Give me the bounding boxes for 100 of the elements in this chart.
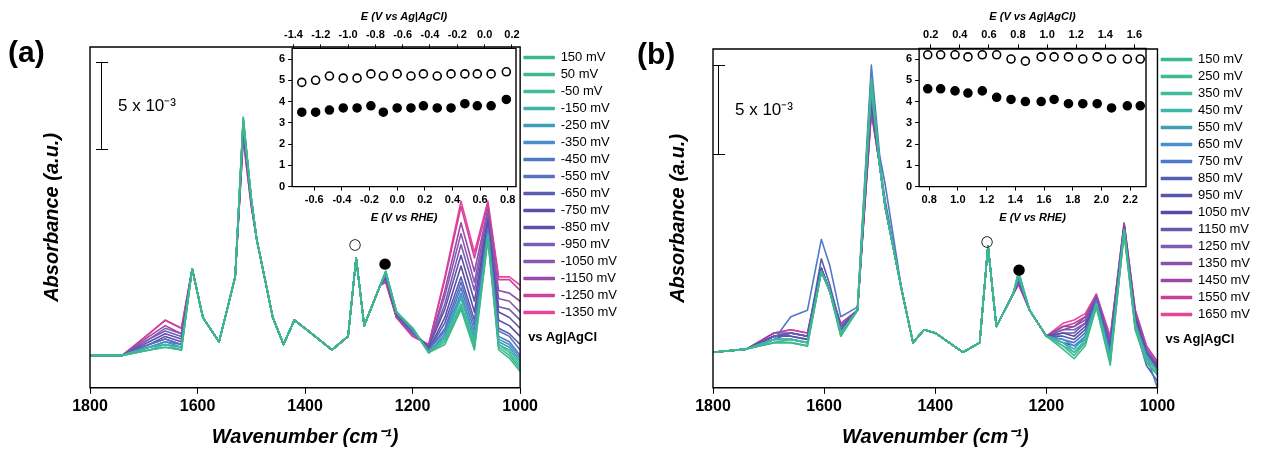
legend-label: 1250 mV — [1197, 238, 1251, 254]
legend-label: 850 mV — [1197, 170, 1244, 186]
x2-tick-label: -1.2 — [311, 27, 331, 40]
x-tick-label: 1.4 — [1007, 193, 1024, 206]
x2-tick-label: -0.6 — [393, 27, 413, 40]
x-axis-title: E (V vs RHE) — [999, 211, 1067, 224]
legend-label: -950 mV — [560, 236, 611, 252]
x2-tick-label: 0.8 — [1010, 27, 1026, 40]
x-tick-label: 2.0 — [1093, 193, 1110, 206]
y-tick-label: 4 — [905, 94, 913, 107]
x-tick-label: 0.8 — [500, 193, 516, 206]
legend-label: -450 mV — [560, 151, 611, 167]
y-tick-label: 0 — [278, 179, 286, 192]
legend-label: 1450 mV — [1197, 272, 1251, 288]
x2-axis-title: E (V vs Ag|AgCl) — [989, 9, 1077, 22]
legend-label: -1250 mV — [560, 287, 618, 303]
y-tick-label: 2 — [278, 137, 286, 150]
x-tick-label: 1000 — [1139, 396, 1176, 414]
x-tick-label: 2.2 — [1122, 193, 1138, 206]
x2-tick-label: -1.4 — [284, 27, 304, 40]
legend-label: 650 mV — [1197, 136, 1244, 152]
x2-tick-label: 0.2 — [504, 27, 520, 40]
x2-axis-title: E (V vs Ag|AgCl) — [360, 9, 448, 22]
x-tick-label: 1800 — [695, 396, 731, 414]
y-tick-label: 4 — [278, 94, 286, 107]
legend-label: 350 mV — [1197, 85, 1244, 101]
x-tick-label: 1.6 — [1036, 193, 1052, 206]
legend-label: -1150 mV — [560, 270, 617, 286]
x-tick-label: 1000 — [502, 396, 539, 414]
x-tick-label: 1.0 — [950, 193, 966, 206]
x-axis-title: Wavenumber (cm⁻¹) — [211, 424, 399, 447]
legend-label: -1050 mV — [560, 253, 618, 269]
legend-title: vs Ag|AgCl — [1165, 331, 1235, 347]
y-tick-label: 5 — [278, 73, 286, 86]
legend-label: -650 mV — [560, 185, 611, 201]
x-tick-label: -0.4 — [332, 193, 353, 206]
legend-label: -250 mV — [560, 117, 611, 133]
x2-tick-label: 1.0 — [1039, 27, 1055, 40]
x-tick-label: 1800 — [72, 396, 108, 414]
y-tick-label: 6 — [278, 52, 286, 65]
x-tick-label: 0.4 — [444, 193, 461, 206]
legend-label: -150 mV — [560, 100, 611, 116]
legend-title: vs Ag|AgCl — [528, 329, 598, 345]
x-tick-label: 0.2 — [417, 193, 433, 206]
annotation: ● — [378, 253, 392, 272]
legend-label: -550 mV — [560, 168, 611, 184]
legend-label: -850 mV — [560, 219, 611, 235]
x2-tick-label: 0.0 — [476, 27, 493, 40]
x-tick-label: 1400 — [287, 396, 323, 414]
x2-tick-label: 0.2 — [923, 27, 939, 40]
legend-label: 150 mV — [560, 49, 606, 65]
legend-label: -750 mV — [560, 202, 611, 218]
x2-tick-label: 0.6 — [981, 27, 997, 40]
x2-tick-label: -1.0 — [338, 27, 358, 40]
legend-label: 1050 mV — [1197, 204, 1251, 220]
y-axis-title: Absorbance (a.u.) — [39, 132, 62, 303]
x-tick-label: 1600 — [179, 396, 216, 414]
x2-tick-label: -0.4 — [420, 27, 441, 40]
x-tick-label: 1200 — [394, 396, 431, 414]
x-tick-label: 1600 — [806, 396, 843, 414]
legend-label: 1550 mV — [1197, 289, 1251, 305]
x-tick-label: -0.6 — [304, 193, 324, 206]
x-tick-label: 0.0 — [389, 193, 405, 206]
x2-tick-label: 1.6 — [1126, 27, 1143, 40]
x2-tick-label: 1.4 — [1097, 27, 1114, 40]
legend-label: 250 mV — [1197, 68, 1244, 84]
legend-label: -50 mV — [560, 83, 603, 99]
text: (b) — [637, 37, 676, 70]
y-tick-label: 1 — [905, 158, 913, 171]
legend-label: 550 mV — [1197, 119, 1244, 135]
y-axis-title: Absorbance (a.u.) — [665, 133, 688, 304]
text: (a) — [8, 35, 45, 68]
x2-tick-label: -0.8 — [365, 27, 385, 40]
x-axis-title: E (V vs RHE) — [370, 211, 438, 224]
x-tick-label: 0.8 — [921, 193, 937, 206]
legend-label: 450 mV — [1197, 102, 1244, 118]
annotation: ○ — [348, 234, 362, 253]
x-tick-label: 1200 — [1028, 396, 1065, 414]
legend-label: 950 mV — [1197, 187, 1244, 203]
annotation: 5 x 10⁻³ — [735, 99, 794, 119]
legend-label: 150 mV — [1197, 51, 1244, 67]
legend-label: 1650 mV — [1197, 306, 1251, 322]
x-tick-label: 1400 — [917, 396, 954, 414]
y-tick-label: 0 — [905, 179, 913, 192]
legend-label: 1350 mV — [1197, 255, 1251, 271]
y-tick-label: 3 — [278, 115, 286, 128]
x2-tick-label: 0.4 — [952, 27, 969, 40]
legend-label: -350 mV — [560, 134, 611, 150]
legend-label: -1350 mV — [560, 304, 618, 320]
x2-tick-label: 1.2 — [1068, 27, 1084, 40]
x-tick-label: -0.2 — [360, 193, 379, 206]
annotation: ○ — [980, 231, 994, 250]
y-tick-label: 2 — [905, 137, 913, 150]
x-tick-label: 1.8 — [1065, 193, 1081, 206]
y-tick-label: 3 — [905, 115, 913, 128]
x-tick-label: 0.6 — [472, 193, 488, 206]
y-tick-label: 6 — [905, 52, 913, 65]
y-tick-label: 5 — [905, 73, 913, 86]
legend-label: 750 mV — [1197, 153, 1244, 169]
annotation: ● — [1012, 259, 1026, 278]
